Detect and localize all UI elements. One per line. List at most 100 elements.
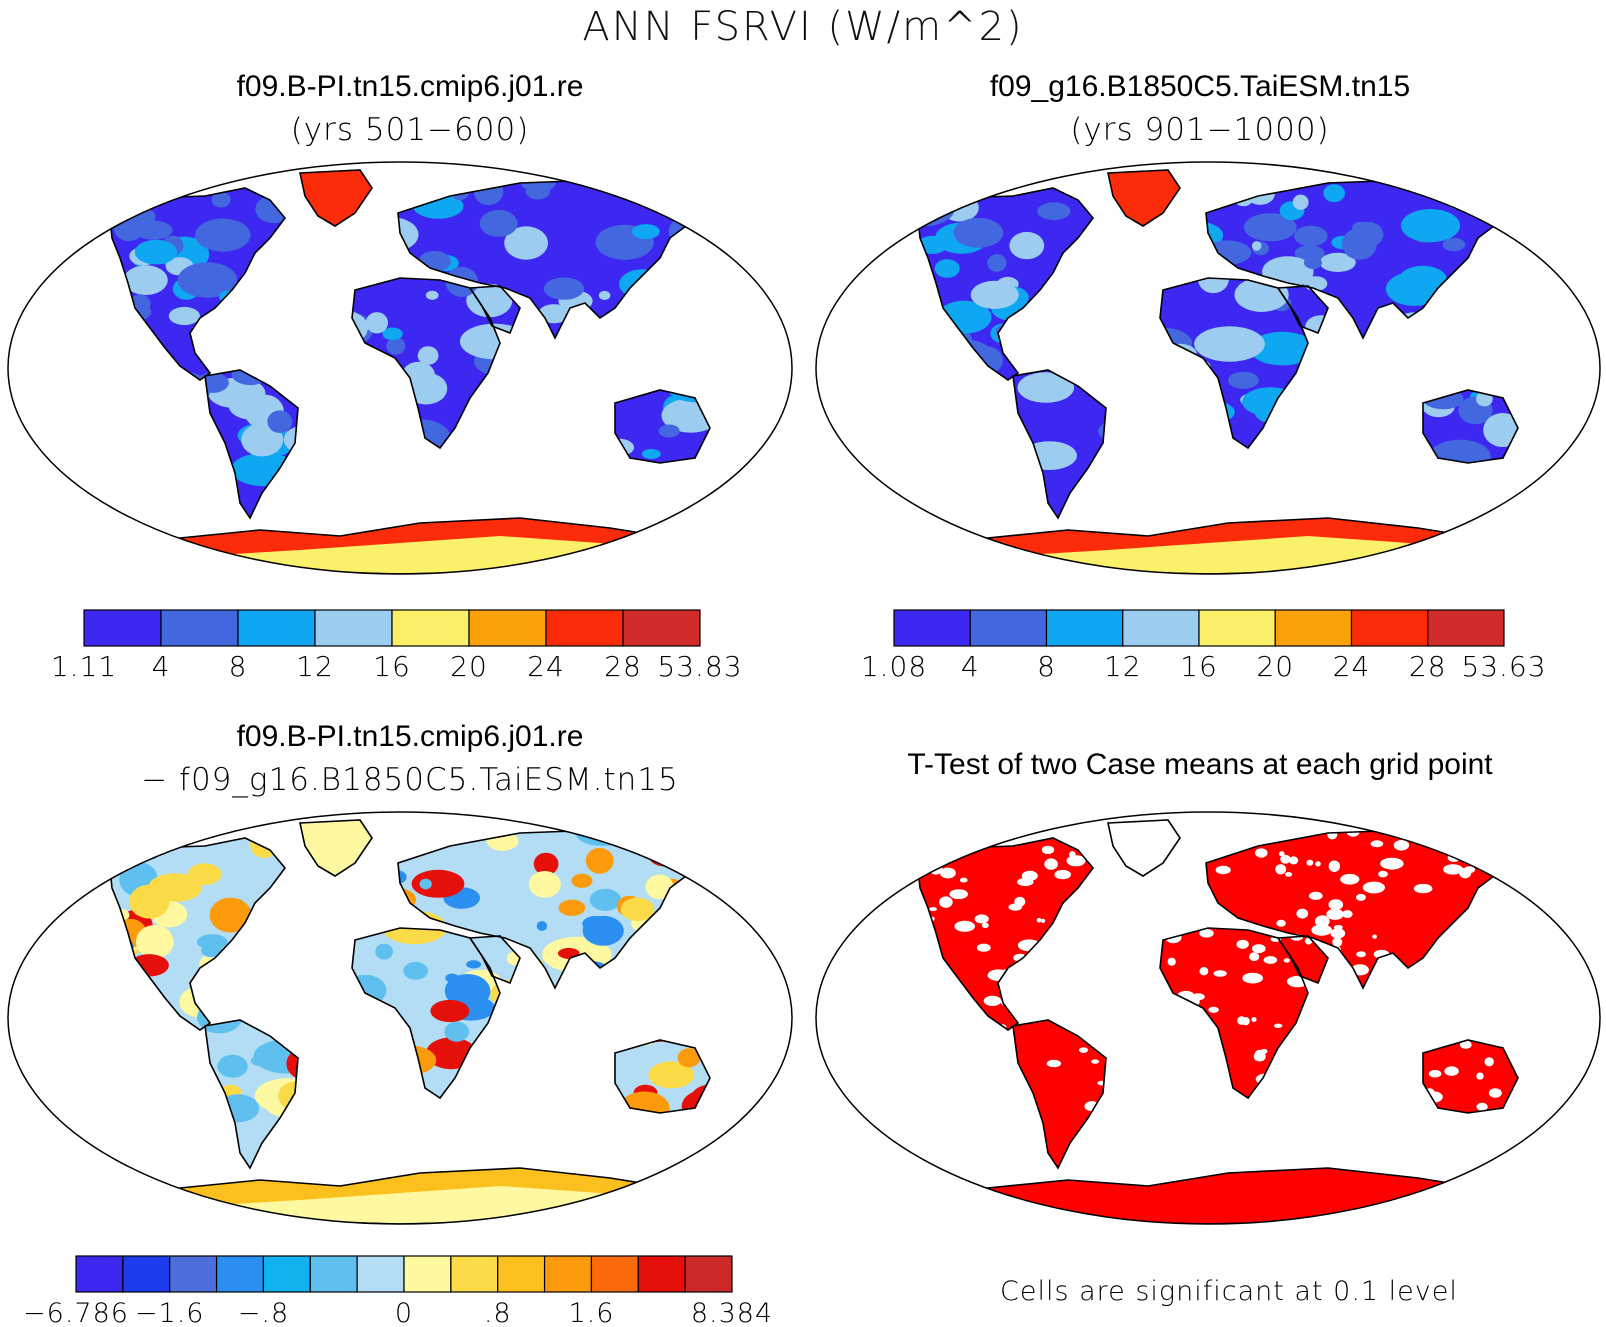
- land-patch: [649, 848, 682, 867]
- land-patch: [286, 1045, 336, 1082]
- land-patch: [1356, 951, 1366, 958]
- land-patch: [361, 1085, 388, 1108]
- land-patch: [685, 344, 698, 354]
- land-patch: [419, 878, 432, 890]
- land-patch: [1302, 1044, 1317, 1053]
- land-patch: [538, 304, 570, 324]
- land-patch: [404, 372, 448, 405]
- land-patch: [1310, 386, 1363, 415]
- land-patch: [1083, 831, 1105, 843]
- land-patch: [923, 992, 931, 997]
- land-patch: [1315, 861, 1321, 867]
- land-patch: [691, 219, 710, 243]
- panel1-subtitle: (yrs 501−600): [290, 112, 530, 148]
- land-patch: [1462, 339, 1489, 362]
- land-patch: [1149, 223, 1177, 240]
- land-patch: [1319, 252, 1356, 272]
- land-patch: [1028, 958, 1044, 966]
- land-patch: [1429, 439, 1491, 473]
- land-patch: [375, 943, 393, 960]
- land-patch: [641, 449, 661, 459]
- colorbar-label: 24: [527, 650, 565, 683]
- land-patch: [1044, 858, 1058, 870]
- land-patch: [1318, 1103, 1326, 1108]
- land-patch: [923, 324, 947, 339]
- land-patch: [148, 427, 188, 452]
- land-greenland: [1108, 170, 1180, 226]
- land-patch: [1126, 957, 1144, 967]
- land-patch: [228, 392, 276, 420]
- land-patch: [110, 343, 125, 361]
- land-patch: [318, 347, 356, 381]
- coastline-africa: [1159, 927, 1309, 1100]
- land-patch: [382, 327, 403, 341]
- land-patch: [425, 290, 439, 300]
- land-patch: [1171, 1064, 1182, 1072]
- land-patch: [918, 858, 924, 869]
- land-patch: [1378, 870, 1388, 878]
- land-patch: [589, 888, 621, 911]
- land-patch: [1236, 939, 1249, 949]
- land-patch: [1481, 258, 1513, 281]
- land-patch: [1251, 241, 1262, 251]
- coastline-australia: [614, 1039, 711, 1114]
- colorbar-label: 4: [152, 650, 171, 683]
- land-patch: [499, 1038, 535, 1060]
- land-patch: [1368, 1032, 1376, 1039]
- land-patch: [230, 333, 251, 344]
- land-patch: [1128, 1051, 1137, 1059]
- land-patch: [998, 402, 1016, 419]
- land-patch: [1085, 877, 1097, 888]
- land-patch: [987, 254, 1007, 272]
- land-patch: [417, 346, 439, 365]
- colorbar-box: [356, 1255, 405, 1293]
- land-patch: [134, 239, 178, 265]
- land-patch: [1276, 919, 1286, 927]
- colorbar-box: [590, 1255, 639, 1293]
- land-patch: [1477, 950, 1492, 962]
- coastline-northAmerica: [109, 187, 287, 381]
- land-patch: [984, 837, 998, 844]
- land-patch: [1149, 436, 1181, 455]
- land-patch: [918, 1088, 919, 1097]
- land-patch: [582, 916, 609, 932]
- land-patch: [1375, 324, 1397, 342]
- land-patch: [405, 913, 425, 930]
- land-patch: [1372, 934, 1377, 939]
- land-patch: [464, 418, 489, 432]
- land-patch: [1226, 836, 1233, 841]
- land-patch: [558, 947, 580, 959]
- colorbar-label: 20: [450, 650, 488, 683]
- land-patch: [1296, 1031, 1308, 1038]
- land-patch: [1004, 337, 1020, 346]
- coastline-australia: [614, 389, 711, 464]
- land-patch: [1461, 989, 1470, 995]
- land-patch: [543, 277, 585, 300]
- land-patch: [434, 1097, 461, 1113]
- land-patch: [430, 999, 470, 1023]
- map-land-group: [109, 169, 711, 574]
- land-patch: [1310, 1017, 1321, 1027]
- land-patch: [334, 235, 349, 249]
- colorbar-box: [314, 609, 393, 647]
- colorbar-box: [450, 1255, 499, 1293]
- land-patch: [1328, 860, 1340, 872]
- land-patch: [1208, 1006, 1219, 1013]
- figure-title: ANN FSRVI (W/m^2): [582, 4, 1024, 50]
- land-patch: [195, 218, 251, 252]
- land-patch: [700, 831, 710, 847]
- land-patch: [1374, 1067, 1389, 1079]
- land-patch: [536, 921, 548, 931]
- land-patch: [491, 1026, 520, 1041]
- land-patch: [506, 951, 524, 966]
- panel4-title: T-Test of two Case means at each grid po…: [907, 748, 1493, 781]
- land-patch: [1209, 1091, 1215, 1096]
- land-patch: [1058, 938, 1075, 948]
- land-patch: [209, 897, 252, 933]
- coastline-northAmerica: [917, 187, 1095, 381]
- land-patch: [1484, 1057, 1494, 1067]
- land-patch: [1213, 909, 1220, 915]
- land-patch: [620, 897, 655, 921]
- land-patch: [1149, 1068, 1163, 1076]
- land-patch: [658, 424, 680, 438]
